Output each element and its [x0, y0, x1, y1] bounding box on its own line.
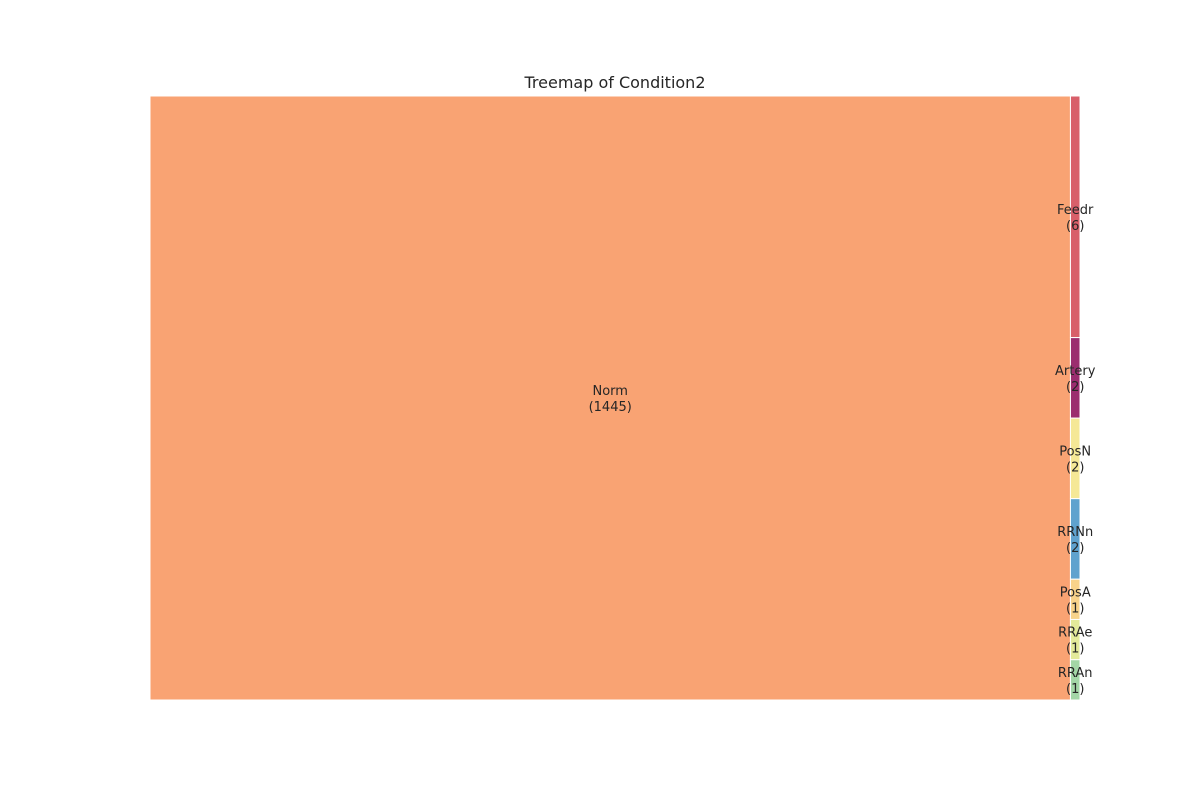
- treemap-label-rrnn: RRNn (2): [1057, 525, 1093, 556]
- treemap-label-rran: RRAn (1): [1058, 666, 1093, 697]
- treemap-label-feedr: Feedr (6): [1057, 203, 1094, 234]
- chart-title: Treemap of Condition2: [523, 73, 705, 92]
- treemap-label-rrae: RRAe (1): [1058, 626, 1092, 657]
- treemap-label-norm: Norm (1445): [589, 384, 632, 415]
- treemap-cell-norm: [149, 95, 1071, 701]
- treemap-label-posa: PosA (1): [1060, 585, 1091, 616]
- treemap-rects: [149, 95, 1081, 701]
- treemap-label-posn: PosN (2): [1059, 444, 1091, 475]
- treemap-labels: Norm (1445) Feedr (6) Artery (2) PosN (2) RRNn (2…: [589, 203, 1096, 697]
- treemap-label-artery: Artery (2): [1055, 364, 1096, 395]
- treemap-cell-rran: [1069, 659, 1081, 701]
